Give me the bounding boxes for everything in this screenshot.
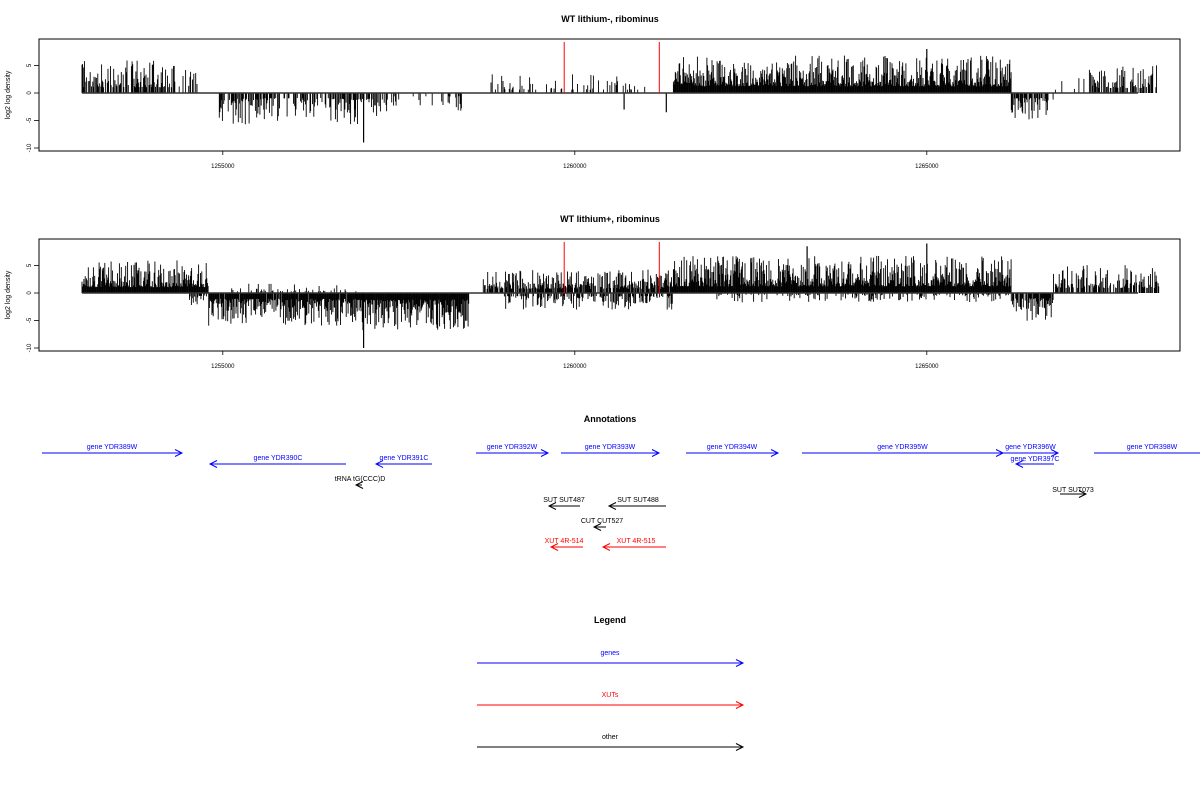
feature-label: gene YDR393W [585,444,636,451]
y-tick-label: 0 [27,291,33,295]
annotations-title: Annotations [584,414,637,424]
feature-arrow-arrowhead [607,502,617,510]
x-tick-label: 1260000 [563,364,587,370]
annotation-feature: gene YDR392W [476,444,550,457]
feature-label: gene YDR398W [1127,444,1178,451]
panel1-title: WT lithium-, ribominus [561,14,659,24]
x-tick-label: 1255000 [211,164,235,170]
y-tick-label: 5 [27,63,33,67]
annotation-feature: gene YDR396W [1003,444,1060,457]
legend-panel: Legend genes XUTs other [477,615,745,751]
feature-label: SUT SUT487 [543,497,585,504]
y-tick-label: -10 [27,343,33,352]
feature-label: gene YDR391C [380,455,429,462]
legend-arrow-arrowhead [735,743,745,751]
annotation-feature: tRNA tG(CCC)D [335,476,386,489]
annotation-feature: gene YDR394W [686,444,780,457]
feature-label: XUT 4R-515 [617,538,656,545]
annotation-feature: SUT SUT073 [1052,487,1094,498]
legend-label: XUTs [602,692,619,699]
y-tick-label: 0 [27,91,33,95]
x-tick-label: 1265000 [915,364,939,370]
feature-arrow-arrowhead [549,543,559,551]
feature-arrow-arrowhead [601,543,611,551]
annotation-feature: CUT CUT527 [581,518,623,531]
panel-lithium-plus: WT lithium+, ribominus -10 -5 0 5 1255000 126… [5,214,1181,370]
panel1-frame [38,38,1181,152]
annotation-features: gene YDR389W gene YDR390C gene YDR391C tRNA… [42,444,1200,551]
feature-label: gene YDR390C [254,455,303,462]
legend-label: other [602,734,619,741]
panel2-ylabel: log2 log density [5,270,12,319]
annotation-feature: SUT SUT488 [607,497,666,510]
y-tick-label: -10 [27,143,33,152]
feature-arrow-arrowhead [174,449,184,457]
feature-label: gene YDR395W [877,444,928,451]
feature-label: XUT 4R-514 [545,538,584,545]
legend-item: other [477,734,745,751]
feature-label: gene YDR392W [487,444,538,451]
annotation-feature: XUT 4R-514 [545,538,584,551]
feature-label: gene YDR389W [87,444,138,451]
legend-arrow-arrowhead [735,659,745,667]
feature-label: gene YDR394W [707,444,758,451]
y-tick-label: -5 [27,317,33,323]
feature-arrow-arrowhead [770,449,780,457]
feature-arrow-arrowhead [208,460,218,468]
panel2-frame [38,238,1181,352]
feature-label: SUT SUT488 [617,497,659,504]
annotation-feature: gene YDR395W [802,444,1005,457]
annotation-feature: gene YDR390C [208,455,346,468]
annotation-feature: gene YDR397C [1011,456,1060,468]
annotation-feature: XUT 4R-515 [601,538,666,551]
annotation-feature: gene YDR389W [42,444,184,457]
legend-title: Legend [594,615,626,625]
feature-arrow-arrowhead [1014,460,1024,468]
feature-label: SUT SUT073 [1052,487,1094,494]
panel-lithium-minus: WT lithium-, ribominus -10 -5 0 5 1255000 126… [5,14,1181,170]
legend-item: genes [477,650,745,667]
y-tick-label: -5 [27,117,33,123]
feature-arrow-arrowhead [354,481,364,489]
panel2-bars [81,242,1160,348]
annotation-feature: gene YDR393W [561,444,661,457]
legend-item: XUTs [477,692,745,709]
feature-arrow-arrowhead [592,523,602,531]
feature-label: tRNA tG(CCC)D [335,476,386,483]
x-tick-label: 1260000 [563,164,587,170]
feature-arrow-arrowhead [374,460,384,468]
feature-arrow-arrowhead [547,502,557,510]
annotation-feature: gene YDR398W [1094,444,1200,454]
feature-label: gene YDR397C [1011,456,1060,463]
feature-arrow-arrowhead [540,449,550,457]
panel2-axes: -10 -5 0 5 1255000 1260000 1265000 [27,263,939,370]
legend-items: genes XUTs other [477,650,745,751]
x-tick-label: 1255000 [211,364,235,370]
panel2-title: WT lithium+, ribominus [560,214,660,224]
y-tick-label: 5 [27,263,33,267]
feature-label: gene YDR396W [1005,444,1056,451]
annotation-feature: gene YDR391C [374,455,432,468]
feature-arrow-arrowhead [651,449,661,457]
feature-label: CUT CUT527 [581,518,623,525]
legend-arrow-arrowhead [735,701,745,709]
x-tick-label: 1265000 [915,164,939,170]
legend-label: genes [600,650,620,657]
feature-arrow-arrowhead [1078,490,1088,498]
panel1-axes: -10 -5 0 5 1255000 1260000 1265000 [27,63,939,170]
feature-arrow-arrowhead [1050,449,1060,457]
panel1-bars [81,42,1157,143]
panel1-ylabel: log2 log density [5,70,12,119]
annotation-feature: SUT SUT487 [543,497,585,510]
